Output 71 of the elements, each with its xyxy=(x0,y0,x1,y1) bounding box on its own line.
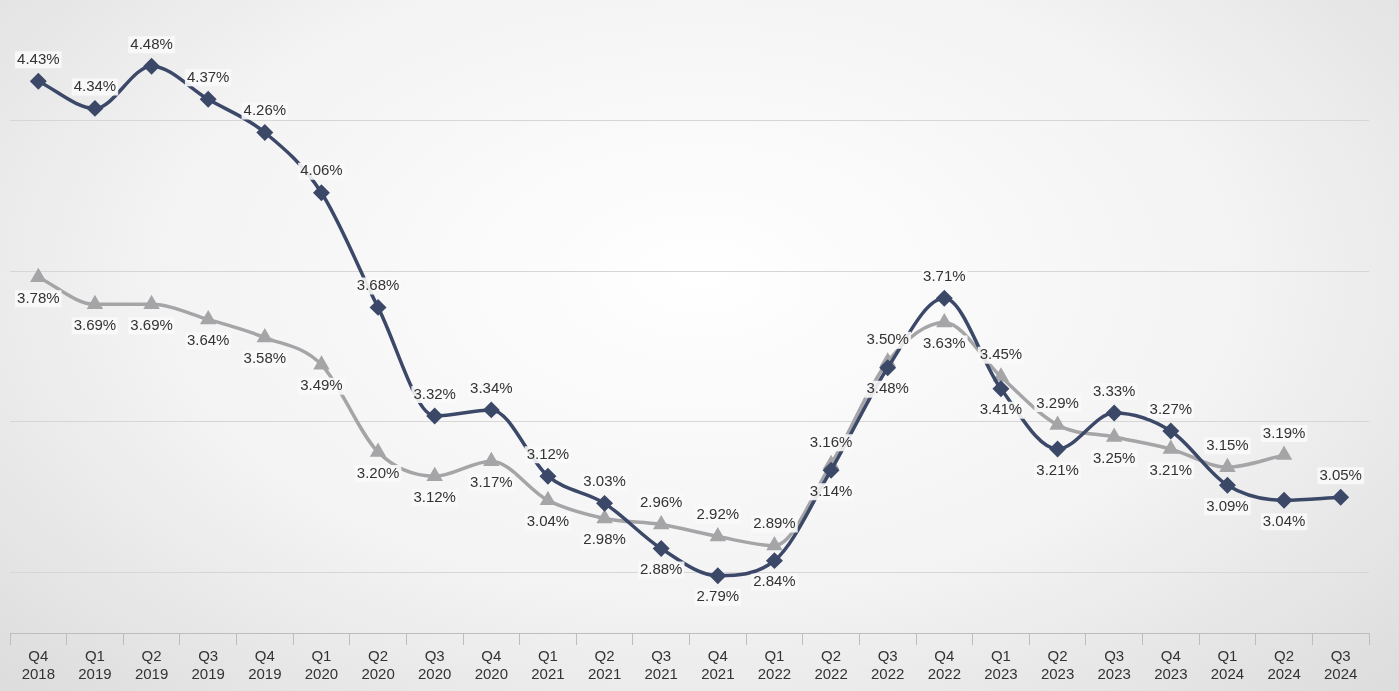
x-tick-label: Q3 2023 xyxy=(1097,647,1131,683)
data-label: 3.09% xyxy=(1206,496,1249,514)
data-label: 3.69% xyxy=(130,316,173,334)
data-label: 3.78% xyxy=(17,288,60,306)
data-label: 2.98% xyxy=(583,530,626,548)
data-label: 3.41% xyxy=(979,400,1023,418)
data-label: 3.15% xyxy=(1206,435,1249,453)
x-tick-label: Q3 2022 xyxy=(871,647,905,683)
x-tick-label: Q1 2019 xyxy=(78,647,112,683)
data-label: 3.16% xyxy=(809,432,853,450)
data-label: 3.21% xyxy=(1149,460,1193,478)
data-label: 3.14% xyxy=(809,481,853,499)
data-label: 3.71% xyxy=(923,266,966,284)
data-label: 3.58% xyxy=(243,349,287,367)
x-tick-label: Q1 2024 xyxy=(1210,647,1245,683)
data-label: 3.64% xyxy=(186,331,230,349)
data-label: 3.25% xyxy=(1092,448,1136,466)
data-label: 3.68% xyxy=(356,276,400,294)
x-tick-label: Q3 2021 xyxy=(644,647,678,683)
x-tick-label: Q1 2020 xyxy=(304,647,339,683)
data-label: 3.12% xyxy=(413,487,456,505)
x-tick-label: Q2 2019 xyxy=(134,647,169,683)
x-tick-label: Q4 2018 xyxy=(21,647,55,683)
data-label: 3.04% xyxy=(1262,511,1306,529)
x-tick-label: Q2 2022 xyxy=(814,647,848,683)
x-tick-label: Q4 2023 xyxy=(1154,647,1188,683)
x-tick-label: Q2 2024 xyxy=(1267,647,1301,683)
data-label: 3.50% xyxy=(866,330,909,348)
data-label: 3.27% xyxy=(1149,399,1193,417)
data-label: 4.43% xyxy=(17,49,60,67)
x-tick-label: Q3 2019 xyxy=(191,647,225,683)
x-tick-label: Q2 2023 xyxy=(1040,647,1075,683)
data-label: 3.33% xyxy=(1092,381,1136,399)
x-tick-label: Q2 2020 xyxy=(361,647,395,683)
x-tick-label: Q3 2024 xyxy=(1324,647,1358,683)
x-tick-label: Q4 2020 xyxy=(474,647,508,683)
data-label: 4.34% xyxy=(73,77,117,95)
data-label: 3.69% xyxy=(73,316,117,334)
data-label: 3.20% xyxy=(356,463,400,481)
data-label: 3.49% xyxy=(300,376,343,394)
data-label: 3.05% xyxy=(1319,465,1362,483)
x-tick-label: Q1 2021 xyxy=(531,647,565,683)
data-label: 4.48% xyxy=(130,34,173,52)
data-label: 4.37% xyxy=(186,67,230,85)
data-label: 3.45% xyxy=(979,345,1023,363)
x-tick-label: Q4 2019 xyxy=(248,647,282,683)
x-tick-label: Q1 2023 xyxy=(984,647,1018,683)
data-label: 2.96% xyxy=(639,493,683,511)
data-label: 2.79% xyxy=(696,587,740,605)
x-tick-label: Q3 2020 xyxy=(418,647,452,683)
data-label: 3.29% xyxy=(1036,393,1079,411)
data-label: 3.48% xyxy=(866,379,909,397)
data-label: 2.89% xyxy=(753,514,796,532)
data-label: 3.19% xyxy=(1262,423,1306,441)
data-label: 2.88% xyxy=(639,560,683,578)
x-tick-label: Q4 2022 xyxy=(927,647,961,683)
x-tick-label: Q4 2021 xyxy=(701,647,735,683)
x-tick-label: Q1 2022 xyxy=(757,647,792,683)
data-label: 3.34% xyxy=(470,378,513,396)
data-label: 3.04% xyxy=(526,511,570,529)
data-label: 3.21% xyxy=(1036,460,1079,478)
data-label: 3.32% xyxy=(413,384,456,402)
data-label: 3.03% xyxy=(583,472,626,489)
x-tick-label: Q2 2021 xyxy=(587,647,622,683)
data-label: 3.63% xyxy=(923,334,966,352)
data-label: 3.17% xyxy=(470,472,513,490)
data-label: 3.12% xyxy=(526,444,570,462)
data-label: 4.26% xyxy=(243,101,287,119)
data-label: 4.06% xyxy=(300,161,343,179)
data-label: 2.84% xyxy=(753,572,796,590)
data-label: 2.92% xyxy=(696,505,740,523)
